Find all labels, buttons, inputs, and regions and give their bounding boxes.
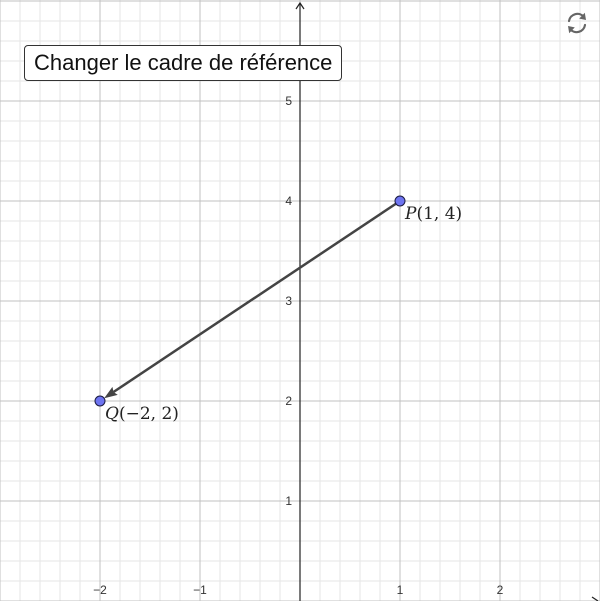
point-name: P xyxy=(404,204,417,224)
y-tick-label: 5 xyxy=(285,94,292,108)
points: P(1, 4) Q(−2, 2) xyxy=(94,195,462,424)
change-frame-button[interactable]: Changer le cadre de référence xyxy=(24,45,343,81)
tick-labels: −2 −1 1 2 1 2 3 4 5 xyxy=(93,94,504,597)
x-axis-arrow xyxy=(591,596,599,601)
reset-icon xyxy=(567,12,587,34)
x-tick-label: −2 xyxy=(93,583,107,597)
y-tick-label: 2 xyxy=(285,394,292,408)
point-coords: (1, 4) xyxy=(416,204,462,224)
y-tick-label: 4 xyxy=(285,194,292,208)
point-q[interactable] xyxy=(94,395,106,407)
point-name: Q xyxy=(105,404,119,424)
vectors xyxy=(104,199,401,399)
reset-button[interactable] xyxy=(562,8,592,38)
point-p[interactable] xyxy=(394,195,406,207)
point-coords: (−2, 2) xyxy=(119,404,179,424)
x-tick-label: 1 xyxy=(397,583,404,597)
y-axis-arrow xyxy=(295,1,305,10)
axes xyxy=(295,1,599,601)
vector-arrowhead xyxy=(104,386,118,399)
x-tick-label: 2 xyxy=(497,583,504,597)
point-label-p: P(1, 4) xyxy=(404,204,462,224)
y-tick-label: 3 xyxy=(285,294,292,308)
y-tick-label: 1 xyxy=(285,494,292,508)
vector-pq[interactable] xyxy=(112,199,401,394)
point-label-q: Q(−2, 2) xyxy=(105,404,179,424)
x-tick-label: −1 xyxy=(193,583,207,597)
